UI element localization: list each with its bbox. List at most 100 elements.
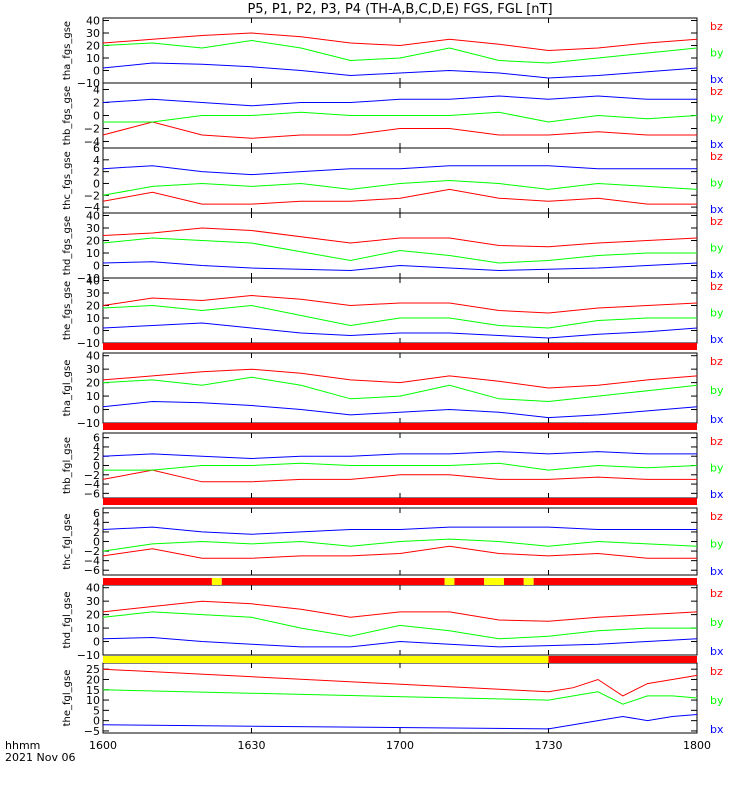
y-axis-label: tha_fgl_gse <box>62 360 73 417</box>
y-tick-label: −4 <box>84 136 100 149</box>
y-tick-label: 40 <box>86 350 100 363</box>
series-line-bx <box>102 526 697 535</box>
y-tick-label: 40 <box>86 275 100 288</box>
y-tick-label: 40 <box>86 582 100 595</box>
flag-bar <box>103 656 697 663</box>
y-tick-label: 4 <box>93 441 100 454</box>
y-tick-label: 20 <box>86 235 100 248</box>
flag-segment-red <box>533 578 697 585</box>
legend-label-bx: bx <box>710 723 724 736</box>
series-line-bx <box>102 400 698 419</box>
y-tick-label: 6 <box>93 432 100 445</box>
flag-segment-red <box>221 578 445 585</box>
y-tick-label: 0 <box>93 65 100 78</box>
y-tick-label: −6 <box>84 487 100 500</box>
y-tick-label: 10 <box>86 694 100 707</box>
flag-segment-red <box>103 498 697 505</box>
legend-label-bz: bz <box>710 665 723 678</box>
series-line-bx <box>102 714 698 730</box>
series-line-by <box>102 39 698 64</box>
legend-label-bx: bx <box>710 268 724 281</box>
series-line-bz <box>102 294 698 314</box>
legend-label-by: by <box>710 616 724 629</box>
y-tick-label: 10 <box>86 247 100 260</box>
legend-label-by: by <box>710 47 724 60</box>
y-tick-label: −4 <box>84 555 100 568</box>
y-axis-label: thc_fgs_gse <box>62 151 73 210</box>
y-tick-label: 6 <box>93 142 100 155</box>
y-tick-label: 10 <box>86 312 100 325</box>
legend-label-bz: bz <box>710 280 723 293</box>
y-tick-label: −2 <box>84 189 100 202</box>
y-tick-label: 15 <box>86 684 100 697</box>
y-tick-label: 6 <box>93 507 100 520</box>
series-line-by <box>102 179 698 196</box>
legend-label-by: by <box>710 307 724 320</box>
series-line-bz <box>102 469 697 483</box>
x-tick-label: 1800 <box>683 739 711 752</box>
series-line-by <box>102 376 698 403</box>
legend-label-bx: bx <box>710 565 724 578</box>
panel-frame <box>102 147 698 214</box>
panel-frame <box>102 584 698 656</box>
y-tick-label: 0 <box>93 404 100 417</box>
legend-label-bx: bx <box>710 333 724 346</box>
y-axis-label: thb_fgs_gse <box>62 86 73 145</box>
y-tick-label: 0 <box>93 177 100 190</box>
y-tick-label: −10 <box>77 77 100 90</box>
y-tick-label: −10 <box>77 417 100 430</box>
y-tick-label: 4 <box>93 516 100 529</box>
flag-bar <box>103 578 697 585</box>
legend-label-bz: bz <box>710 215 723 228</box>
series-line-by <box>102 689 698 705</box>
y-tick-label: 2 <box>93 450 100 463</box>
time-axis-date: 2021 Nov 06 <box>5 751 75 764</box>
flag-bar <box>103 498 697 505</box>
y-tick-label: −5 <box>84 725 100 738</box>
legend-label-bz: bz <box>710 85 723 98</box>
legend-label-bz: bz <box>710 355 723 368</box>
y-tick-label: 20 <box>86 40 100 53</box>
y-tick-label: 20 <box>86 300 100 313</box>
y-tick-label: 10 <box>86 52 100 65</box>
flag-segment-red <box>503 578 524 585</box>
y-tick-label: −2 <box>84 469 100 482</box>
series-line-by <box>102 538 698 552</box>
legend-label-by: by <box>710 462 724 475</box>
y-tick-label: 0 <box>93 260 100 273</box>
legend-label-bx: bx <box>710 73 724 86</box>
y-tick-label: 0 <box>93 110 100 123</box>
y-axis-label: the_fgl_gse <box>62 670 73 727</box>
y-axis-label: thb_fgl_gse <box>62 437 73 494</box>
flag-segment-yellow <box>444 578 455 585</box>
y-tick-label: −10 <box>77 337 100 350</box>
flag-segment-red <box>103 578 212 585</box>
y-tick-label: 2 <box>93 166 100 179</box>
series-line-by <box>102 611 697 640</box>
series-line-by <box>103 462 698 471</box>
series-line-bz <box>102 188 697 205</box>
legend-label-by: by <box>710 112 724 125</box>
legend-label-by: by <box>710 177 724 190</box>
y-tick-label: 30 <box>86 595 100 608</box>
x-tick-label: 1730 <box>535 739 563 752</box>
y-tick-label: 2 <box>93 97 100 110</box>
y-tick-label: 20 <box>86 609 100 622</box>
series-line-bz <box>102 545 697 559</box>
legend-label-bz: bz <box>710 587 723 600</box>
plot-title: P5, P1, P2, P3, P4 (TH-A,B,C,D,E) FGS, F… <box>247 2 552 17</box>
series-line-bz <box>102 600 698 622</box>
legend-label-bz: bz <box>710 435 723 448</box>
y-tick-label: −10 <box>77 272 100 285</box>
x-tick-label: 1630 <box>238 739 266 752</box>
y-tick-label: 0 <box>93 536 100 549</box>
series-line-bz <box>102 32 698 52</box>
y-tick-label: −2 <box>84 123 100 136</box>
series-line-bx <box>102 322 698 339</box>
series-line-by <box>103 111 698 123</box>
flag-segment-red <box>548 656 697 663</box>
